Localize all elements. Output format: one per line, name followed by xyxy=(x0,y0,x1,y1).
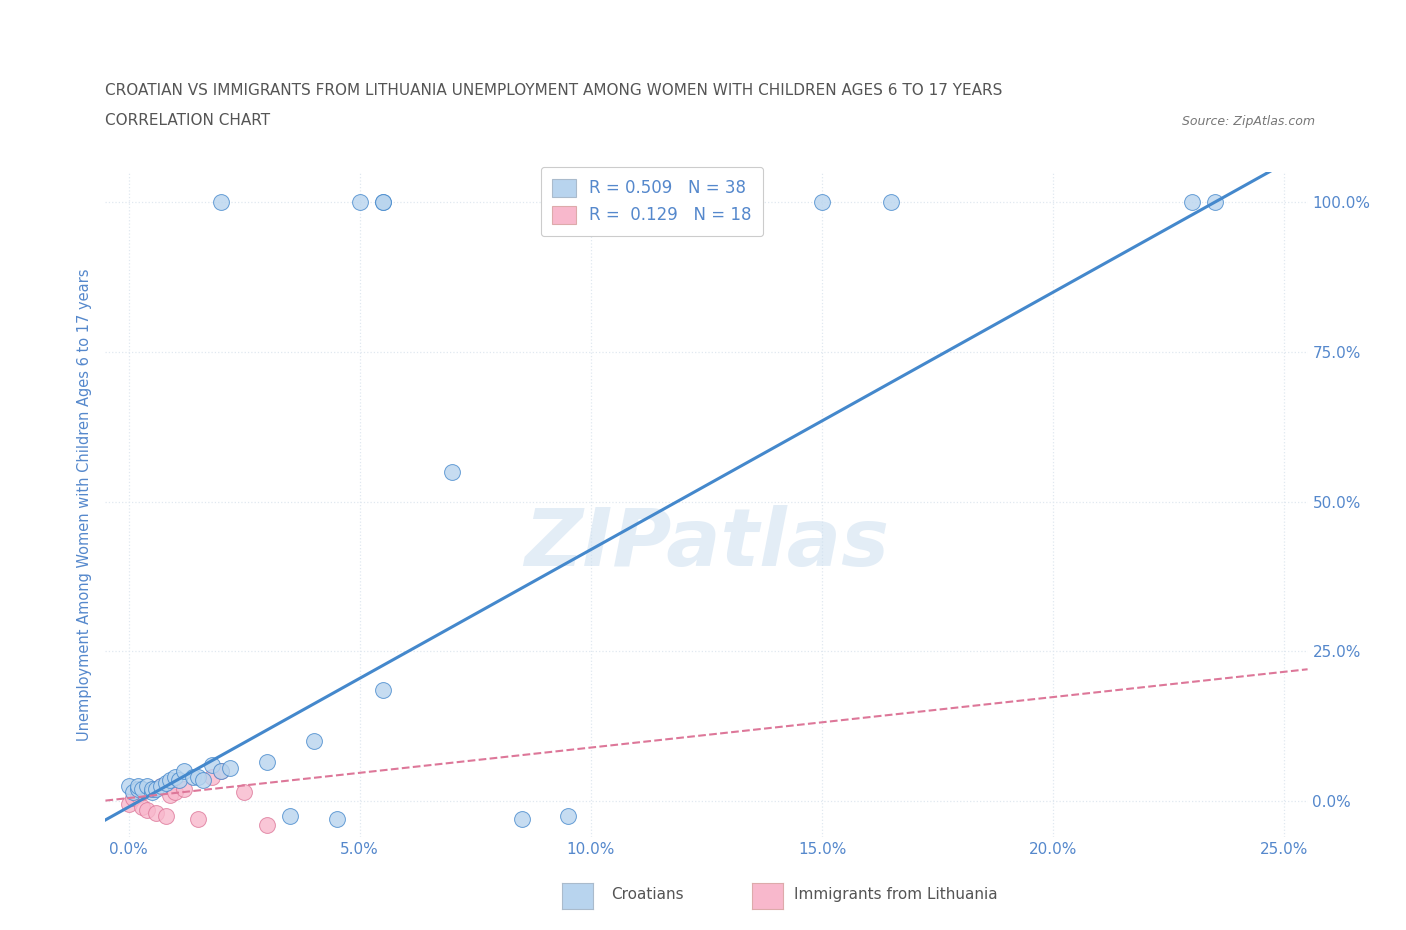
Point xyxy=(181,770,204,785)
Point xyxy=(163,785,186,800)
Point xyxy=(136,803,159,817)
Text: Immigrants from Lithuania: Immigrants from Lithuania xyxy=(794,887,998,902)
Point xyxy=(159,773,181,788)
Point xyxy=(256,754,278,769)
Point xyxy=(201,758,224,773)
Point xyxy=(173,764,195,778)
Point xyxy=(163,770,186,785)
Point xyxy=(209,764,232,778)
Point xyxy=(371,194,394,209)
Legend: R = 0.509   N = 38, R =  0.129   N = 18: R = 0.509 N = 38, R = 0.129 N = 18 xyxy=(540,167,763,236)
Point xyxy=(811,194,834,209)
Point xyxy=(131,781,153,796)
Text: CORRELATION CHART: CORRELATION CHART xyxy=(105,113,270,128)
Point xyxy=(349,194,371,209)
Text: Source: ZipAtlas.com: Source: ZipAtlas.com xyxy=(1181,115,1315,128)
Point xyxy=(122,790,145,805)
Point xyxy=(187,812,209,827)
Point xyxy=(122,785,145,800)
Point xyxy=(280,808,302,823)
Point xyxy=(187,770,209,785)
Point xyxy=(1181,194,1204,209)
Point xyxy=(209,764,232,778)
Text: ZIPatlas: ZIPatlas xyxy=(524,505,889,583)
Text: Croatians: Croatians xyxy=(612,887,685,902)
Point xyxy=(191,773,214,788)
Point xyxy=(155,808,177,823)
Point xyxy=(325,812,347,827)
Point xyxy=(209,194,232,209)
Point xyxy=(880,194,903,209)
Text: CROATIAN VS IMMIGRANTS FROM LITHUANIA UNEMPLOYMENT AMONG WOMEN WITH CHILDREN AGE: CROATIAN VS IMMIGRANTS FROM LITHUANIA UN… xyxy=(105,83,1002,98)
Y-axis label: Unemployment Among Women with Children Ages 6 to 17 years: Unemployment Among Women with Children A… xyxy=(77,268,93,741)
Point xyxy=(131,800,153,815)
Point xyxy=(117,778,139,793)
Point xyxy=(131,785,153,800)
Point xyxy=(141,785,163,800)
Point xyxy=(127,778,149,793)
Point xyxy=(173,781,195,796)
Point xyxy=(371,683,394,698)
Point xyxy=(149,778,172,793)
Point xyxy=(302,734,325,749)
Point xyxy=(155,776,177,790)
Point xyxy=(145,805,167,820)
Point xyxy=(149,778,172,793)
Point xyxy=(201,770,224,785)
Point xyxy=(169,773,191,788)
Point xyxy=(441,464,464,479)
Point xyxy=(117,797,139,812)
Point xyxy=(256,817,278,832)
Point xyxy=(141,781,163,796)
Point xyxy=(371,194,394,209)
Point xyxy=(145,781,167,796)
Point xyxy=(127,781,149,796)
Point xyxy=(1204,194,1226,209)
Point xyxy=(127,788,149,803)
Point xyxy=(219,761,242,776)
Point xyxy=(141,781,163,796)
Point xyxy=(510,812,533,827)
Point xyxy=(557,808,579,823)
Point xyxy=(159,788,181,803)
Point xyxy=(136,778,159,793)
Point xyxy=(233,785,256,800)
